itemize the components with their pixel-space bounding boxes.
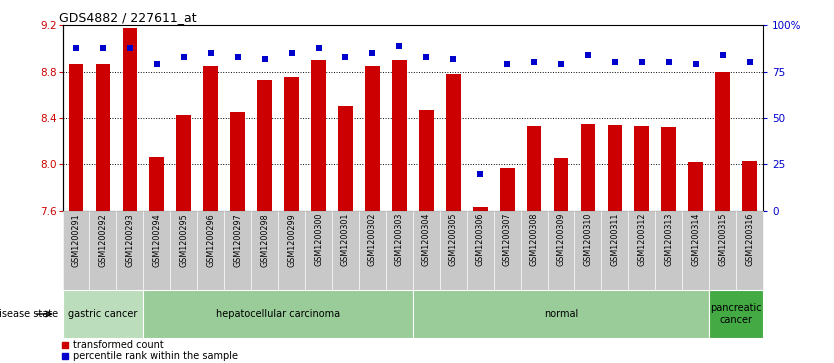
Text: disease state: disease state xyxy=(0,309,58,319)
Bar xyxy=(311,60,326,211)
Bar xyxy=(251,211,278,290)
Bar xyxy=(68,64,83,211)
Bar xyxy=(386,211,413,290)
Bar xyxy=(716,72,730,211)
Bar xyxy=(365,66,379,211)
Bar xyxy=(635,126,650,211)
Bar xyxy=(527,126,541,211)
Bar xyxy=(257,80,272,211)
Text: GSM1200309: GSM1200309 xyxy=(556,213,565,266)
Text: hepatocellular carcinoma: hepatocellular carcinoma xyxy=(216,309,340,319)
Bar xyxy=(170,211,198,290)
Bar xyxy=(628,211,656,290)
Bar xyxy=(89,211,117,290)
Bar xyxy=(580,124,595,211)
Text: GSM1200313: GSM1200313 xyxy=(665,213,673,266)
Bar xyxy=(554,159,569,211)
Bar xyxy=(117,211,143,290)
Bar xyxy=(688,162,703,211)
Bar xyxy=(742,161,757,211)
Text: GSM1200312: GSM1200312 xyxy=(637,213,646,266)
Text: GSM1200295: GSM1200295 xyxy=(179,213,188,267)
Bar xyxy=(332,211,359,290)
Bar xyxy=(149,157,164,211)
Text: percentile rank within the sample: percentile rank within the sample xyxy=(73,351,238,361)
Text: GSM1200296: GSM1200296 xyxy=(206,213,215,266)
Bar xyxy=(446,74,460,211)
Bar xyxy=(607,125,622,211)
Bar xyxy=(736,211,763,290)
Bar xyxy=(177,114,191,211)
Bar xyxy=(473,207,488,211)
Bar xyxy=(682,211,709,290)
Bar xyxy=(419,110,434,211)
Bar xyxy=(143,211,170,290)
Text: GSM1200311: GSM1200311 xyxy=(610,213,620,266)
Text: GSM1200304: GSM1200304 xyxy=(422,213,431,266)
Text: GSM1200299: GSM1200299 xyxy=(287,213,296,267)
Bar xyxy=(230,112,245,211)
Text: GSM1200301: GSM1200301 xyxy=(341,213,350,266)
Text: normal: normal xyxy=(544,309,578,319)
Bar xyxy=(305,211,332,290)
Bar xyxy=(413,290,709,338)
Text: GSM1200316: GSM1200316 xyxy=(745,213,754,266)
Text: GSM1200298: GSM1200298 xyxy=(260,213,269,266)
Bar xyxy=(224,211,251,290)
Text: GSM1200303: GSM1200303 xyxy=(394,213,404,266)
Bar xyxy=(575,211,601,290)
Text: GSM1200302: GSM1200302 xyxy=(368,213,377,266)
Text: gastric cancer: gastric cancer xyxy=(68,309,138,319)
Bar xyxy=(198,211,224,290)
Text: GSM1200293: GSM1200293 xyxy=(125,213,134,266)
Bar xyxy=(96,64,110,211)
Bar xyxy=(656,211,682,290)
Bar xyxy=(413,211,440,290)
Bar xyxy=(143,290,413,338)
Bar xyxy=(467,211,494,290)
Bar xyxy=(440,211,467,290)
Text: GSM1200307: GSM1200307 xyxy=(503,213,511,266)
Text: GSM1200314: GSM1200314 xyxy=(691,213,701,266)
Bar xyxy=(709,290,763,338)
Bar xyxy=(520,211,548,290)
Text: GSM1200291: GSM1200291 xyxy=(72,213,81,266)
Bar xyxy=(63,211,89,290)
Bar xyxy=(601,211,628,290)
Text: GSM1200310: GSM1200310 xyxy=(584,213,592,266)
Text: GSM1200308: GSM1200308 xyxy=(530,213,539,266)
Text: GSM1200294: GSM1200294 xyxy=(153,213,161,266)
Bar xyxy=(284,77,299,211)
Text: GSM1200292: GSM1200292 xyxy=(98,213,108,267)
Text: GSM1200300: GSM1200300 xyxy=(314,213,323,266)
Text: GDS4882 / 227611_at: GDS4882 / 227611_at xyxy=(59,11,197,24)
Text: pancreatic
cancer: pancreatic cancer xyxy=(711,303,762,325)
Bar xyxy=(359,211,386,290)
Bar xyxy=(203,66,219,211)
Bar xyxy=(548,211,575,290)
Bar xyxy=(661,127,676,211)
Text: GSM1200305: GSM1200305 xyxy=(449,213,458,266)
Text: GSM1200315: GSM1200315 xyxy=(718,213,727,266)
Bar xyxy=(63,290,143,338)
Bar xyxy=(709,211,736,290)
Bar xyxy=(500,168,515,211)
Bar xyxy=(278,211,305,290)
Bar xyxy=(392,60,407,211)
Bar xyxy=(494,211,520,290)
Bar xyxy=(123,28,138,211)
Text: GSM1200297: GSM1200297 xyxy=(234,213,242,267)
Text: GSM1200306: GSM1200306 xyxy=(475,213,485,266)
Bar xyxy=(338,106,353,211)
Text: transformed count: transformed count xyxy=(73,340,163,350)
